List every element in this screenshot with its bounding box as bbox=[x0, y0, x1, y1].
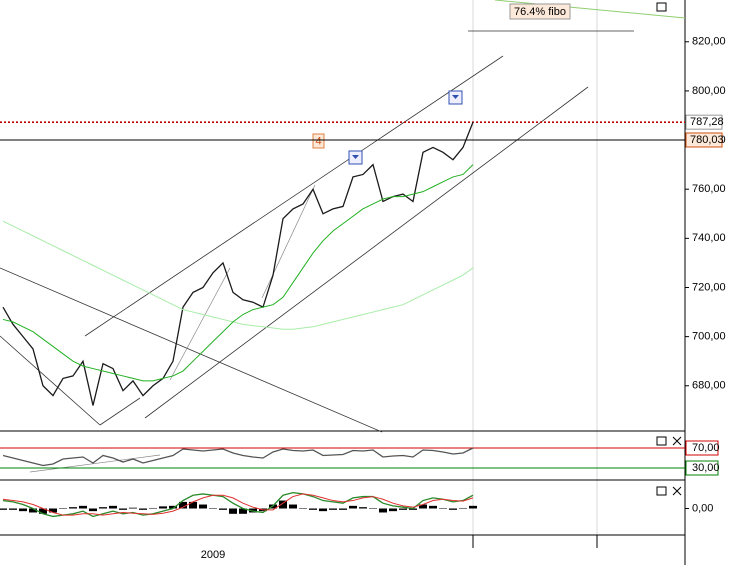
annotation-box bbox=[509, 3, 571, 20]
price-box bbox=[685, 132, 723, 148]
histogram-bar bbox=[69, 507, 77, 509]
series-line bbox=[2, 164, 474, 382]
histogram-bar bbox=[329, 508, 337, 510]
histogram-bar bbox=[279, 500, 287, 509]
y-tick-label: 800,00 bbox=[692, 85, 726, 97]
histogram-bar bbox=[319, 508, 327, 512]
histogram-bar bbox=[0, 508, 7, 510]
histogram-bar bbox=[439, 508, 447, 509]
tick-box bbox=[685, 440, 719, 456]
histogram-bar bbox=[379, 508, 387, 513]
histogram-bar bbox=[289, 504, 297, 509]
histogram-bar bbox=[209, 508, 217, 509]
histogram-bar bbox=[349, 505, 357, 509]
histogram-bar bbox=[459, 507, 467, 509]
y-tick-label: 30,00 bbox=[692, 462, 720, 474]
panel-controls[interactable] bbox=[656, 2, 682, 496]
histogram-bar bbox=[179, 501, 187, 509]
histogram-bar bbox=[119, 508, 127, 510]
annotation: 76.4% fibo bbox=[514, 6, 566, 18]
histogram-bar bbox=[99, 507, 107, 509]
histogram-bar bbox=[159, 506, 167, 509]
trend-lines bbox=[0, 30, 634, 433]
histogram-bar bbox=[419, 504, 427, 509]
price-label: 787,28 bbox=[690, 116, 724, 128]
histogram-bar bbox=[139, 508, 147, 510]
series-line bbox=[2, 220, 474, 330]
histogram-bar bbox=[359, 507, 367, 509]
histogram-bar bbox=[449, 508, 457, 510]
histogram-bar bbox=[19, 508, 27, 512]
histogram-bar bbox=[149, 507, 157, 509]
y-tick-label: 680,00 bbox=[692, 380, 726, 392]
histogram-bar bbox=[389, 508, 397, 512]
histogram-bar bbox=[299, 508, 307, 509]
y-tick-label: 720,00 bbox=[692, 281, 726, 293]
histogram-bar bbox=[409, 508, 417, 510]
histogram-bar bbox=[339, 508, 347, 510]
price-box bbox=[685, 114, 723, 130]
histogram-bar bbox=[469, 505, 477, 509]
price-label: 780,03 bbox=[690, 134, 724, 146]
y-tick-label: 700,00 bbox=[692, 331, 726, 343]
histogram-bar bbox=[89, 508, 97, 512]
histogram-bar bbox=[189, 501, 197, 509]
histogram-bar bbox=[49, 508, 57, 513]
histogram-bar bbox=[79, 505, 87, 509]
histogram-bar bbox=[9, 508, 17, 510]
signal-marker[interactable] bbox=[448, 90, 463, 105]
histogram-bar bbox=[29, 508, 37, 513]
histogram-bar bbox=[219, 508, 227, 510]
series-line bbox=[2, 447, 474, 467]
series-line bbox=[2, 491, 474, 518]
histogram-bar bbox=[199, 504, 207, 509]
histogram-bar bbox=[429, 505, 437, 509]
signal-marker[interactable] bbox=[348, 150, 363, 165]
histogram-bar bbox=[39, 508, 47, 514]
histogram-bar bbox=[169, 505, 177, 509]
fibo-line bbox=[494, 0, 686, 19]
histogram-bar bbox=[229, 508, 237, 514]
annotation-box bbox=[312, 133, 325, 149]
histogram-bar bbox=[369, 508, 377, 509]
y-tick-label: 70,00 bbox=[692, 442, 720, 454]
annotation: 4 bbox=[315, 135, 321, 147]
histogram-bar bbox=[109, 505, 117, 509]
y-tick-label: 740,00 bbox=[692, 232, 726, 244]
y-tick-label: 820,00 bbox=[692, 36, 726, 48]
helper-lines bbox=[29, 184, 316, 473]
y-tick-label: 760,00 bbox=[692, 183, 726, 195]
histogram-bar bbox=[399, 508, 407, 510]
tick-box bbox=[685, 460, 719, 476]
y-tick-label: 0,00 bbox=[692, 502, 713, 514]
histogram-bar bbox=[309, 508, 317, 510]
histogram-bar bbox=[129, 507, 137, 509]
histogram-bar bbox=[59, 508, 67, 509]
x-tick-label: 2009 bbox=[201, 549, 225, 561]
histogram-bar bbox=[239, 508, 247, 514]
series-line bbox=[2, 493, 474, 516]
